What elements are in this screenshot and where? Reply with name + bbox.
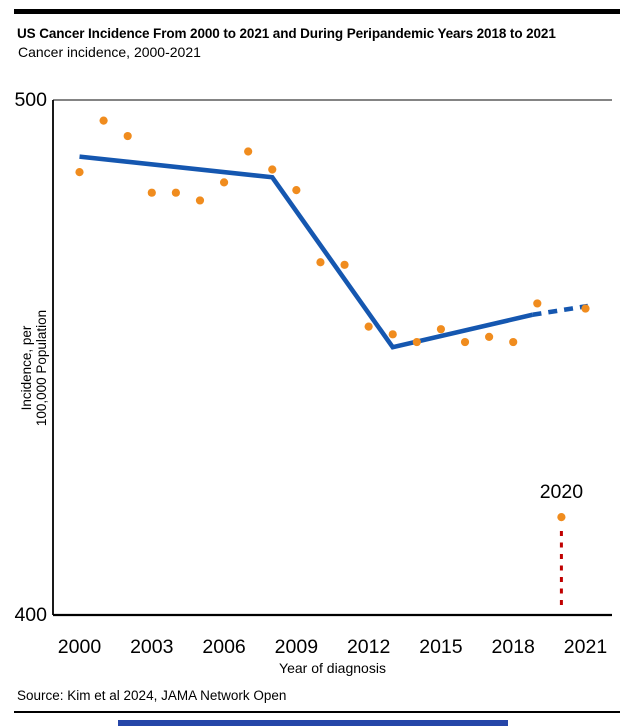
data-point-2016	[460, 337, 470, 347]
x-tick-label-2012: 2012	[347, 636, 390, 658]
data-point-2013	[388, 330, 397, 339]
y-tick-label-500: 500	[14, 89, 47, 111]
data-point-2004	[171, 188, 180, 197]
x-tick-label-2021: 2021	[564, 636, 607, 658]
x-tick-label-2003: 2003	[130, 636, 173, 658]
trend-line-dashed-projection	[532, 303, 589, 318]
data-point-2014	[412, 337, 421, 347]
trend-line-solid	[79, 154, 534, 350]
x-tick-label-2009: 2009	[275, 636, 318, 658]
data-point-2007	[244, 147, 253, 156]
data-point-2006	[219, 178, 229, 187]
data-point-2015	[436, 325, 446, 334]
data-point-2017	[485, 332, 494, 341]
data-point-2001	[99, 116, 108, 125]
x-axis-title: Year of diagnosis	[279, 660, 386, 676]
bottom-accent-bar	[118, 720, 508, 726]
top-rule	[14, 9, 620, 14]
y-axis-title: Incidence, per100,000 Population	[19, 310, 49, 426]
data-point-2005	[195, 196, 205, 205]
data-point-2018	[509, 337, 518, 347]
chart-title: US Cancer Incidence From 2000 to 2021 an…	[17, 26, 556, 41]
data-point-2003	[147, 188, 156, 197]
source-note: Source: Kim et al 2024, JAMA Network Ope…	[17, 688, 287, 703]
data-point-2019	[533, 299, 542, 308]
bottom-rule	[14, 711, 620, 713]
chart-subtitle: Cancer incidence, 2000-2021	[18, 44, 201, 60]
data-point-2009	[292, 186, 301, 195]
data-point-2021	[581, 304, 590, 313]
data-point-2020	[557, 513, 566, 522]
annotation-2020-label: 2020	[540, 481, 584, 503]
y-tick-label-400: 400	[14, 604, 47, 626]
data-point-2012	[364, 322, 373, 331]
data-point-2011	[340, 260, 349, 269]
x-tick-label-2006: 2006	[202, 636, 245, 658]
data-point-2002	[123, 131, 132, 141]
data-point-2000	[75, 168, 84, 177]
data-point-2008	[268, 165, 277, 174]
x-tick-label-2018: 2018	[492, 636, 535, 658]
data-point-2010	[316, 258, 325, 267]
x-tick-label-2015: 2015	[419, 636, 463, 658]
x-tick-label-2000: 2000	[58, 636, 102, 658]
